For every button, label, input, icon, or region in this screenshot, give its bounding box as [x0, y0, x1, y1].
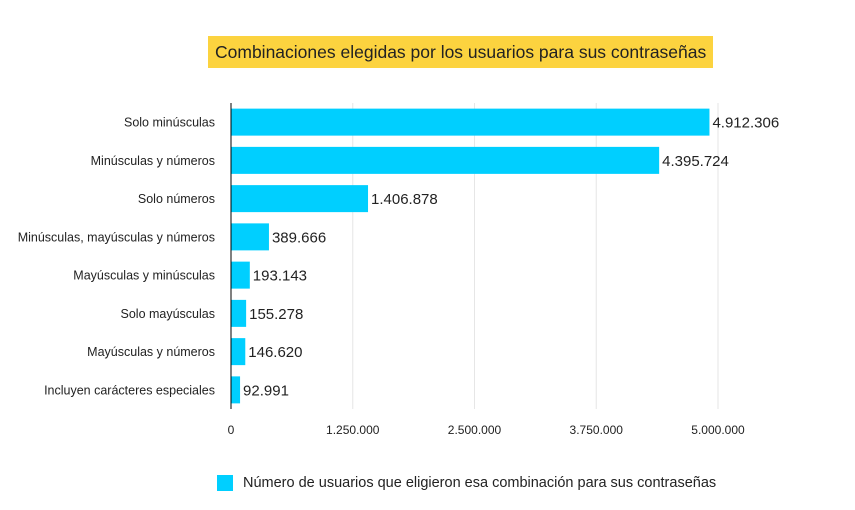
category-label: Mayúsculas y minúsculas: [73, 269, 215, 283]
value-label: 389.666: [272, 229, 326, 246]
category-label: Solo números: [138, 192, 215, 206]
value-label: 193.143: [253, 268, 307, 285]
x-tick-labels: 0 1.250.000 2.500.000 3.750.000 5.000.000: [228, 423, 745, 437]
category-label: Minúsculas, mayúsculas y números: [18, 230, 215, 244]
category-label: Incluyen carácteres especiales: [44, 383, 215, 397]
value-label: 4.912.306: [712, 115, 779, 132]
value-label: 92.991: [243, 382, 289, 399]
bar: [231, 261, 250, 289]
legend-swatch: [217, 475, 233, 491]
value-label: 146.620: [248, 344, 302, 361]
category-label: Solo minúsculas: [124, 116, 215, 130]
category-label: Solo mayúsculas: [121, 307, 216, 321]
bar: [231, 146, 660, 174]
bar: [231, 299, 247, 327]
bar: [231, 338, 246, 366]
chart-title: Combinaciones elegidas por los usuarios …: [208, 36, 714, 68]
category-label: Minúsculas y números: [91, 154, 215, 168]
value-label: 155.278: [249, 306, 303, 323]
x-tick-label: 3.750.000: [570, 423, 624, 437]
value-label: 4.395.724: [662, 153, 729, 170]
bar: [231, 376, 241, 404]
bars: [231, 108, 710, 404]
x-tick-label: 1.250.000: [326, 423, 380, 437]
x-tick-label: 2.500.000: [448, 423, 502, 437]
bar: [231, 185, 369, 213]
x-tick-label: 5.000.000: [691, 423, 745, 437]
legend: Número de usuarios que eligieron esa com…: [217, 473, 716, 493]
bar: [231, 223, 269, 251]
x-tick-label: 0: [228, 423, 235, 437]
bar: [231, 108, 710, 136]
category-label: Mayúsculas y números: [87, 345, 215, 359]
value-labels: 4.912.306 4.395.724 1.406.878 389.666 193.14…: [243, 115, 779, 400]
legend-label: Número de usuarios que eligieron esa com…: [243, 475, 717, 491]
category-labels: Solo minúsculas Minúsculas y números Solo …: [18, 116, 215, 398]
value-label: 1.406.878: [371, 191, 438, 208]
